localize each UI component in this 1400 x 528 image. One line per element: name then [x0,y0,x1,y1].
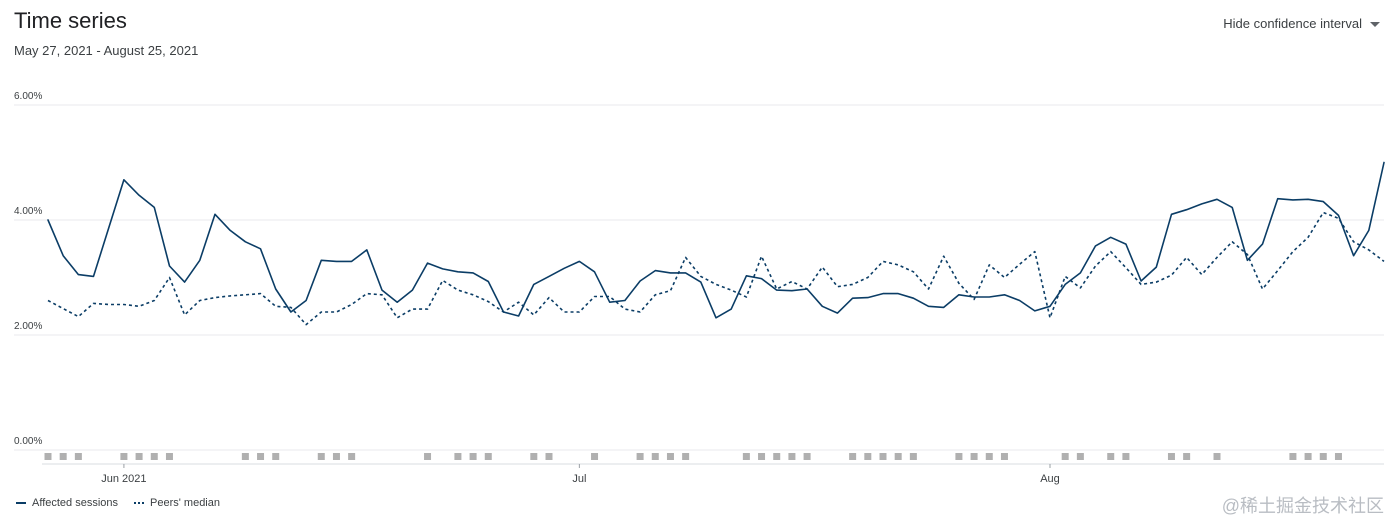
event-marker [970,453,978,460]
event-marker [666,453,674,460]
event-marker [955,453,963,460]
y-axis-ticks: 0.00% 2.00% 4.00% 6.00% [14,91,42,447]
event-marker [985,453,993,460]
event-marker [135,453,143,460]
event-marker [120,453,128,460]
event-marker [742,453,750,460]
event-marker [1304,453,1312,460]
series-lines [47,161,1385,326]
event-marker [1213,453,1221,460]
page-title: Time series [14,8,127,33]
event-markers [44,453,1342,460]
event-marker [545,453,553,460]
x-tick-label: Jun 2021 [101,473,146,485]
event-marker [424,453,432,460]
event-marker [150,453,158,460]
event-marker [44,453,52,460]
event-marker [1000,453,1008,460]
event-marker [1107,453,1115,460]
legend-item-affected-sessions[interactable]: Affected sessions [16,497,118,509]
event-marker [74,453,82,460]
event-marker [241,453,249,460]
event-marker [484,453,492,460]
series-line-peers-median [47,211,1385,326]
grid-lines [14,104,1384,465]
x-tick-label: Jul [572,473,586,485]
event-marker [1076,453,1084,460]
event-marker [591,453,599,460]
legend-label-peers-median: Peers' median [150,497,220,509]
caret-down-icon [1370,21,1380,27]
y-tick-label: 4.00% [14,206,42,217]
event-marker [788,453,796,460]
event-marker [651,453,659,460]
event-marker [454,453,462,460]
event-marker [1061,453,1069,460]
event-marker [1167,453,1175,460]
event-marker [257,453,265,460]
event-marker [530,453,538,460]
event-marker [894,453,902,460]
confidence-interval-dropdown[interactable]: Hide confidence interval [1223,16,1380,31]
event-marker [348,453,356,460]
event-marker [165,453,173,460]
legend-item-peers-median[interactable]: Peers' median [134,497,220,509]
series-line-affected-sessions [47,161,1385,319]
event-marker [1319,453,1327,460]
event-marker [803,453,811,460]
event-marker [59,453,67,460]
solid-line-swatch-icon [16,502,26,504]
event-marker [909,453,917,460]
event-marker [849,453,857,460]
event-marker [758,453,766,460]
event-marker [864,453,872,460]
event-marker [469,453,477,460]
y-tick-label: 0.00% [14,436,42,447]
event-marker [1289,453,1297,460]
dotted-line-swatch-icon [134,502,145,504]
x-tick-label: Aug [1040,473,1060,485]
event-marker [1122,453,1130,460]
y-tick-label: 2.00% [14,321,42,332]
event-marker [272,453,280,460]
watermark: @稀土掘金技术社区 [1221,496,1384,516]
x-axis-ticks: Jun 2021 Jul Aug [101,464,1060,485]
event-marker [682,453,690,460]
event-marker [879,453,887,460]
y-tick-label: 6.00% [14,91,42,102]
confidence-interval-label: Hide confidence interval [1223,16,1362,31]
event-marker [1183,453,1191,460]
chart-legend: Affected sessions Peers' median [16,497,220,509]
event-marker [773,453,781,460]
event-marker [332,453,340,460]
event-marker [317,453,325,460]
date-range: May 27, 2021 - August 25, 2021 [14,43,199,58]
legend-label-affected-sessions: Affected sessions [32,497,119,509]
event-marker [1334,453,1342,460]
event-marker [636,453,644,460]
